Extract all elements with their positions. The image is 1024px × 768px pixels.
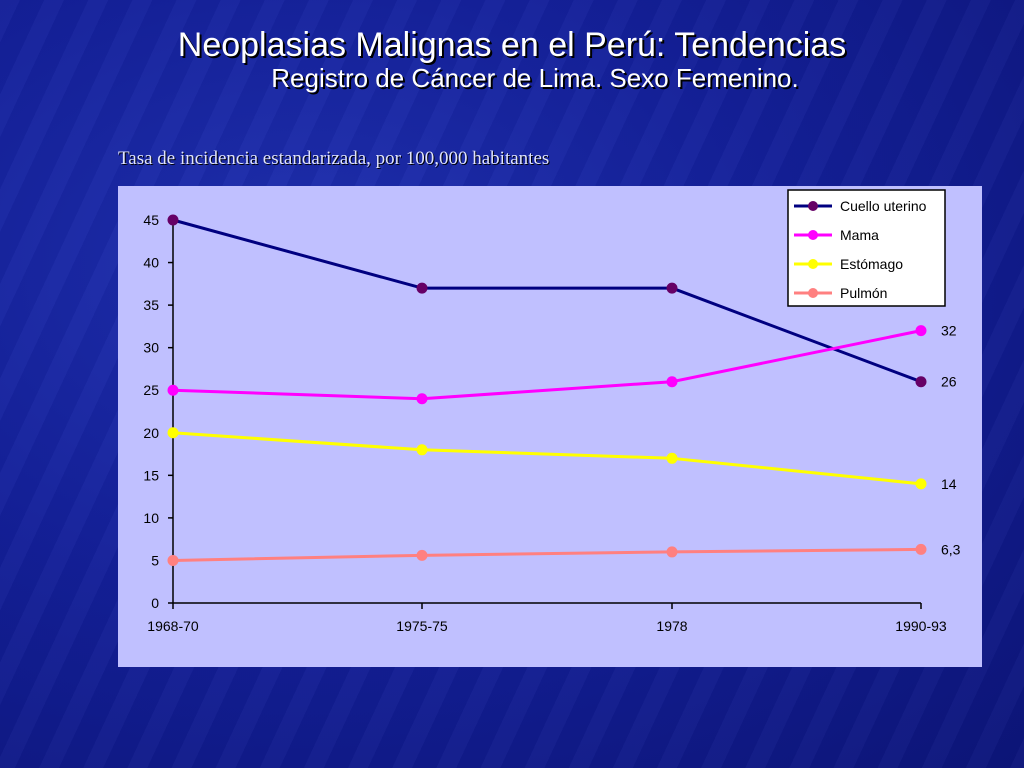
x-tick-label: 1975-75 (396, 618, 448, 634)
legend-label: Estómago (840, 256, 903, 272)
data-point (416, 444, 428, 456)
x-tick-label: 1968-70 (147, 618, 199, 634)
legend-label: Mama (840, 227, 879, 243)
data-point (915, 543, 927, 555)
data-point (167, 384, 179, 396)
data-point (915, 325, 927, 337)
chart-panel: 0 5 10 15 20 25 30 35 40 45 1968-70 1975-75 1978 1990… (118, 186, 982, 667)
data-point (666, 376, 678, 388)
data-label: 6,3 (941, 541, 961, 557)
x-tick-label: 1990-93 (895, 618, 947, 634)
data-label: 14 (941, 476, 957, 492)
slide-subtitle: Registro de Cáncer de Lima. Sexo Femenin… (271, 63, 799, 93)
data-label: 26 (941, 374, 957, 390)
series-line (172, 329, 922, 401)
legend-swatch-marker (808, 201, 818, 211)
series-line (172, 431, 922, 486)
y-tick-label: 35 (143, 297, 159, 313)
y-tick-label: 0 (151, 595, 159, 611)
y-tick-label: 45 (143, 212, 159, 228)
y-tick-label: 30 (143, 340, 159, 356)
legend-swatch-marker (808, 230, 818, 240)
legend-swatch-marker (808, 259, 818, 269)
x-tick-label: 1978 (656, 618, 687, 634)
series-line (172, 547, 922, 562)
y-tick-label: 10 (143, 510, 159, 526)
line-chart: 0 5 10 15 20 25 30 35 40 45 1968-70 1975-75 1978 1990… (118, 186, 982, 667)
data-label: 32 (941, 323, 957, 339)
data-point (167, 427, 179, 439)
chart-caption: Tasa de incidencia estandarizada, por 10… (118, 148, 550, 169)
data-point (167, 214, 179, 226)
series-line (172, 218, 922, 384)
legend-label: Pulmón (840, 285, 887, 301)
slide-title: Neoplasias Malignas en el Perú: Tendenci… (177, 26, 847, 64)
data-point (666, 452, 678, 464)
data-point (416, 549, 428, 561)
legend-label: Cuello uterino (840, 198, 927, 214)
data-point (167, 554, 179, 566)
data-point (915, 478, 927, 490)
data-point (666, 282, 678, 294)
data-point (416, 393, 428, 405)
data-point (666, 546, 678, 558)
y-tick-label: 25 (143, 382, 159, 398)
data-point (416, 282, 428, 294)
y-tick-label: 5 (151, 552, 159, 568)
data-point (915, 376, 927, 388)
y-tick-label: 20 (143, 425, 159, 441)
y-tick-label: 40 (143, 255, 159, 271)
y-tick-label: 15 (143, 467, 159, 483)
legend-swatch-marker (808, 288, 818, 298)
